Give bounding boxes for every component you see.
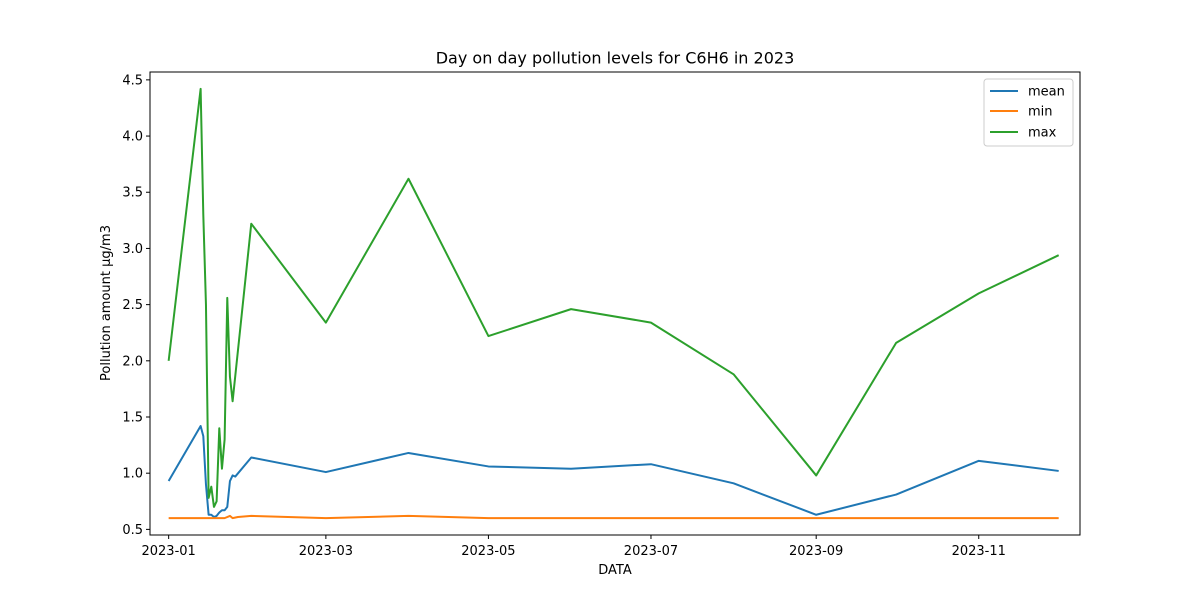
x-tick-label: 2023-07 [624, 544, 678, 559]
x-tick-label: 2023-05 [461, 544, 515, 559]
y-tick-label: 2.5 [122, 298, 143, 313]
series-line-min [168, 514, 1059, 520]
y-tick-label: 1.5 [122, 411, 143, 426]
y-tick-label: 3.5 [122, 186, 143, 201]
y-tick-label: 4.5 [122, 73, 143, 88]
series-layer [167, 87, 1060, 520]
chart-title: Day on day pollution levels for C6H6 in … [436, 49, 795, 68]
legend-box [983, 78, 1074, 147]
legend-label-max: max [1028, 126, 1057, 141]
y-tick-label: 3.0 [122, 242, 143, 257]
y-tick-label: 2.0 [122, 354, 143, 369]
x-axis-label: DATA [598, 563, 632, 578]
y-tick-label: 1.0 [122, 467, 143, 482]
y-axis-label: Pollution amount µg/m3 [99, 225, 114, 381]
x-tick-label: 2023-09 [789, 544, 843, 559]
legend: mean min max [983, 78, 1074, 147]
y-tick-label: 4.0 [122, 130, 143, 145]
legend-label-min: min [1028, 105, 1053, 120]
y-axis: 0.5 1.0 1.5 2.0 2.5 3.0 3.5 4.0 4.5 [122, 73, 150, 538]
plot-frame [149, 71, 1081, 536]
y-tick-label: 0.5 [122, 523, 143, 538]
x-tick-label: 2023-11 [952, 544, 1006, 559]
legend-label-mean: mean [1028, 85, 1065, 100]
x-tick-label: 2023-03 [299, 544, 353, 559]
series-line-max [167, 87, 1060, 508]
x-tick-label: 2023-01 [141, 544, 195, 559]
x-axis: 2023-01 2023-03 2023-05 2023-07 2023-09 2023-… [141, 535, 1006, 559]
series-line-mean [167, 424, 1059, 519]
